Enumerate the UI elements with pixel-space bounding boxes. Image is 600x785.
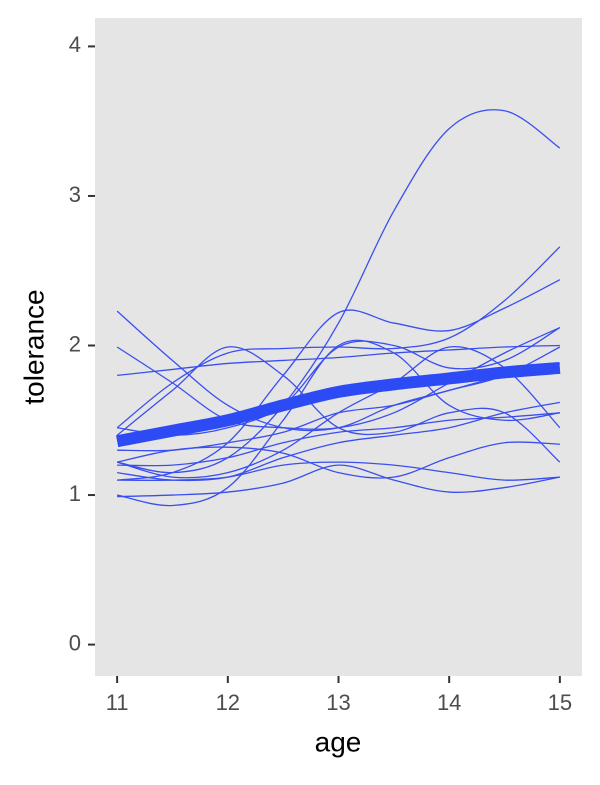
y-axis-title: tolerance [18,289,49,404]
trajectory-line [116,346,561,463]
trajectory-line [117,279,561,481]
x-tick-label: 15 [548,690,572,715]
x-tick-label: 12 [216,690,240,715]
y-tick-label: 1 [69,481,81,506]
x-axis-title: age [315,726,362,757]
trajectory-line [117,464,560,498]
y-tick-label: 3 [69,182,81,207]
y-tick-label: 0 [69,630,81,655]
trajectory-line [117,412,560,467]
smooth-line [116,361,561,448]
x-tick-label: 13 [326,690,350,715]
trajectory-line [117,327,561,436]
x-tick-label: 11 [106,690,129,715]
y-tick-label: 2 [69,331,81,356]
y-tick-label: 4 [69,32,81,57]
trajectory-line [117,344,560,377]
trajectory-line [117,401,560,482]
x-tick-label: 14 [437,690,461,715]
trajectory-line [117,461,560,481]
